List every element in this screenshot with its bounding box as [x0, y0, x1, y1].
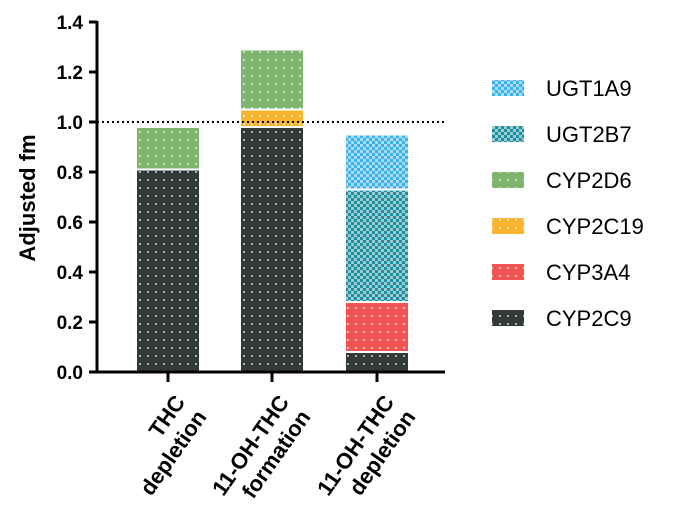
legend-swatch-cyp2c19 [492, 218, 524, 234]
legend-label-cyp2c19: CYP2C19 [546, 214, 644, 239]
y-tick-label: 1.0 [57, 113, 83, 134]
x-tick-label: 11-OH-THCformation [207, 390, 315, 514]
bar-ugt1a9-2 [344, 133, 410, 191]
bar-cyp3a4-2 [344, 301, 410, 353]
legend-label-cyp2c9: CYP2C9 [546, 306, 632, 331]
y-tick-label: 0.0 [57, 363, 83, 384]
y-tick-label: 1.2 [57, 63, 83, 84]
legend-label-cyp2d6: CYP2D6 [546, 168, 632, 193]
legend-label-ugt1a9: UGT1A9 [546, 76, 632, 101]
plot-area [97, 48, 445, 373]
bar-cyp2d6-1 [239, 48, 305, 111]
y-tick-label: 0.2 [57, 313, 83, 334]
bar-cyp2d6-0 [135, 126, 201, 171]
legend-label-cyp3a4: CYP3A4 [546, 260, 630, 285]
legend-label-ugt2b7: UGT2B7 [546, 122, 632, 147]
x-tick-label: THCdepletion [114, 390, 212, 499]
bar-cyp2c19-1 [239, 108, 305, 128]
y-tick-label: 0.6 [57, 213, 83, 234]
legend-swatch-cyp2d6 [492, 172, 524, 188]
y-tick-label: 0.4 [57, 263, 84, 284]
legend-swatch-ugt2b7 [492, 126, 524, 142]
y-tick-label: 0.8 [57, 163, 83, 184]
legend-swatch-cyp3a4 [492, 264, 524, 280]
legend-swatch-cyp2c9 [492, 310, 524, 326]
bar-cyp2c9-1 [239, 126, 305, 373]
legend-swatch-ugt1a9 [492, 80, 524, 96]
legend: UGT1A9 UGT2B7 CYP2D6 CYP2C19 CYP3A4 CYP2C9 [492, 76, 644, 331]
y-axis-label: Adjusted fm [15, 134, 40, 261]
bar-ugt2b7-2 [344, 188, 410, 303]
bar-cyp2c9-0 [135, 168, 201, 373]
bar-cyp2c9-2 [344, 351, 410, 373]
x-tick-label: 11-OH-THCdepletion [312, 390, 420, 514]
y-tick-label: 1.4 [57, 13, 84, 34]
